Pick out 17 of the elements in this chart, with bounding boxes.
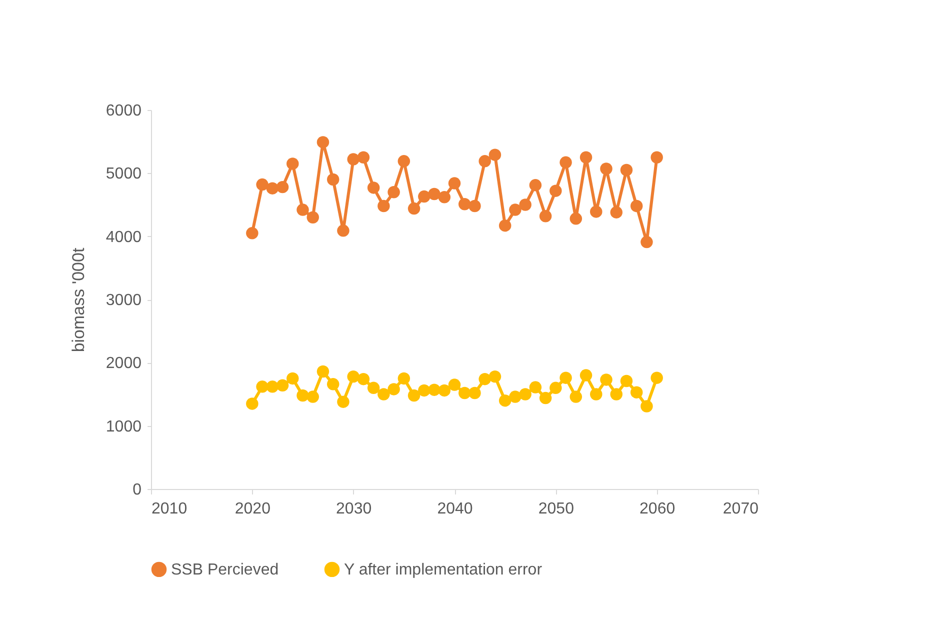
- y-tick-label: 6000: [106, 102, 142, 120]
- y-axis-title: biomass '000t: [68, 248, 88, 352]
- legend-label: Y after implementation error: [344, 561, 543, 578]
- x-tick-label: 2050: [538, 500, 574, 518]
- y-tick-label: 2000: [106, 355, 142, 372]
- y-tick-label: 4000: [106, 228, 142, 246]
- y-tick-label: 1000: [106, 418, 142, 436]
- y-tick-label: 3000: [106, 292, 142, 309]
- y-tick-label: 0: [132, 482, 142, 498]
- x-tick-label: 2020: [234, 500, 271, 518]
- x-tick-label: 2070: [722, 500, 759, 518]
- x-tick-label: 2030: [336, 500, 372, 518]
- y-tick-label: 5000: [106, 166, 142, 183]
- legend-label: SSB Percieved: [171, 561, 279, 578]
- x-tick-label: 2060: [640, 500, 676, 518]
- x-tick-label: 2010: [152, 500, 188, 518]
- x-tick-label: 2040: [437, 500, 473, 518]
